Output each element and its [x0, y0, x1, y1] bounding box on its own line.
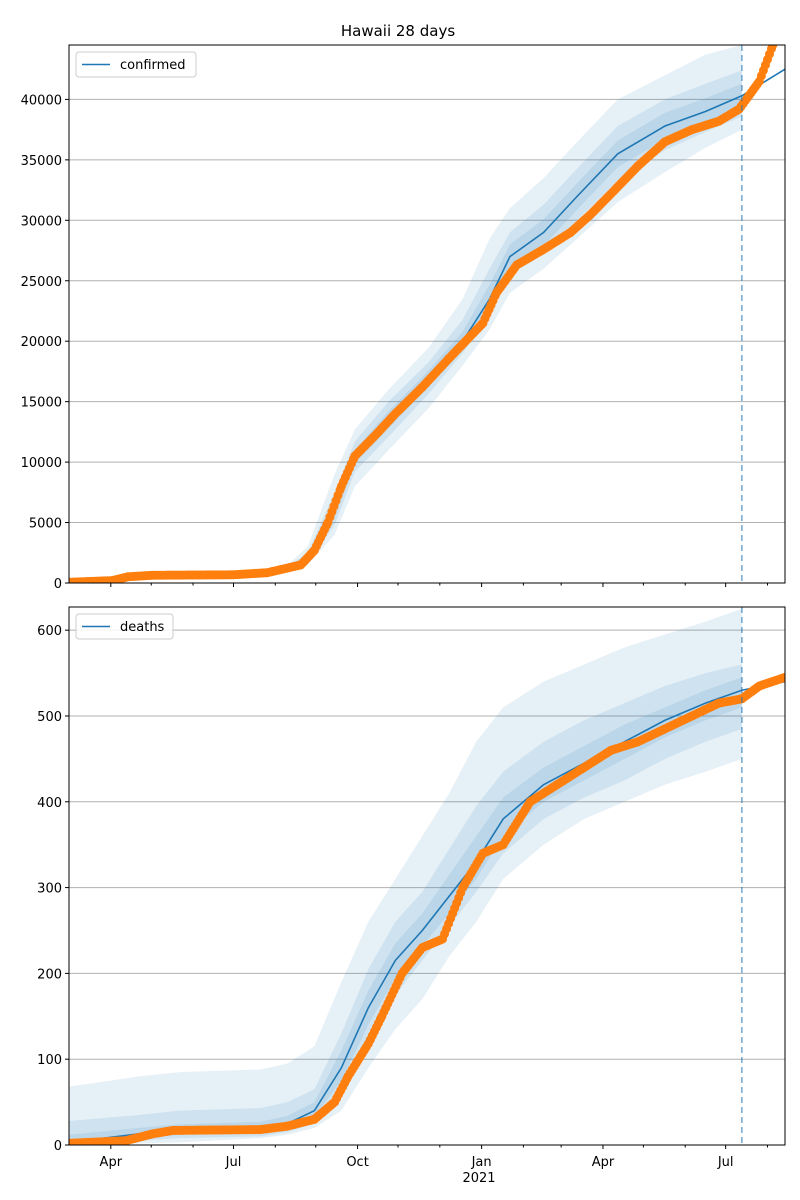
y-tick-label: 0 [54, 1139, 62, 1154]
legend: deaths [75, 613, 174, 640]
legend: confirmed [75, 51, 197, 78]
axes-frame [68, 44, 786, 584]
legend-label: deaths [120, 620, 165, 635]
chart-title: Hawaii 28 days [341, 22, 455, 40]
uncertainty-band-middle [69, 664, 742, 1145]
x-tick-label: Apr [592, 1155, 615, 1170]
y-tick-label: 600 [37, 624, 62, 639]
y-tick-label: 35000 [21, 154, 62, 169]
y-tick-label: 100 [37, 1053, 62, 1068]
x-year-label: 2021 [462, 1171, 495, 1186]
deaths-panel: 0 100 200 300 400 500 600 Apr Jul Oct Jan Apr Jul dea… [37, 606, 786, 1170]
x-tick-label: Oct [346, 1155, 368, 1170]
y-tick-label: 200 [37, 967, 62, 982]
observed-series [69, 45, 778, 583]
x-tick-label: Jul [717, 1155, 734, 1170]
legend-label: confirmed [120, 58, 186, 73]
y-tick-label: 25000 [21, 275, 62, 290]
observed-point [780, 672, 785, 682]
uncertainty-band-inner [69, 83, 742, 583]
axes-frame [68, 606, 786, 1146]
confirmed-panel: 0 5000 10000 15000 20000 25000 30000 35000 40000… [21, 44, 786, 592]
plot-area [69, 45, 785, 583]
y-tick-label: 400 [37, 796, 62, 811]
uncertainty-band-outer [69, 608, 742, 1145]
y-tick-label: 40000 [21, 93, 62, 108]
y-tick-label: 10000 [21, 456, 62, 471]
y-tick-label: 20000 [21, 335, 62, 350]
y-tick-label: 300 [37, 882, 62, 897]
x-tick-label: Apr [100, 1155, 123, 1170]
x-tick-label: Jan [471, 1155, 492, 1170]
legend-box [75, 51, 197, 78]
y-tick-label: 5000 [29, 517, 62, 532]
y-tick-label: 0 [54, 577, 62, 592]
uncertainty-band-middle [69, 70, 742, 583]
plot-area [69, 608, 785, 1145]
observed-point [768, 45, 778, 50]
y-tick-label: 30000 [21, 214, 62, 229]
uncertainty-band-outer [69, 45, 742, 583]
observed-series [69, 672, 785, 1145]
x-tick-label: Jul [225, 1155, 242, 1170]
y-tick-label: 500 [37, 710, 62, 725]
y-tick-label: 15000 [21, 396, 62, 411]
legend-box [75, 613, 174, 640]
